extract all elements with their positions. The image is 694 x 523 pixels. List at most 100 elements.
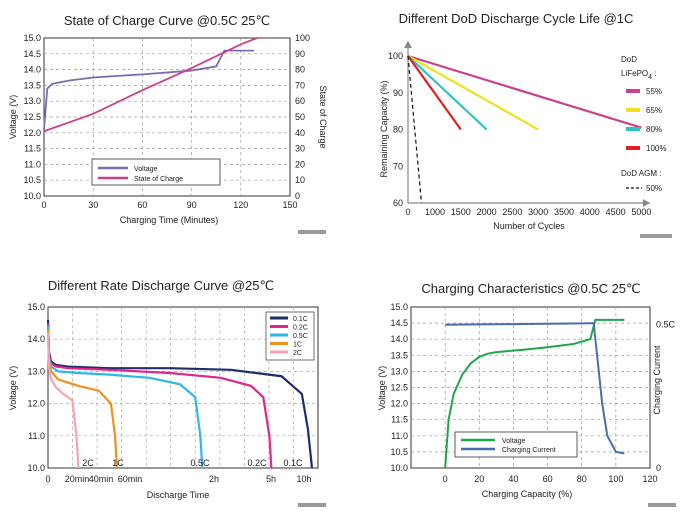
y-tick-label: 13.5 [23, 80, 41, 90]
rate-chart: Different Rate Discharge Curve @25℃ Disc… [8, 278, 319, 500]
x-tick-label: 2000 [477, 207, 497, 217]
scroll-mark [298, 503, 326, 507]
y-tick-label: 12.5 [390, 383, 408, 393]
legend-label: 1C [293, 342, 302, 349]
y-tick-label: 13.0 [27, 366, 45, 376]
x-tick-label: 1500 [451, 207, 471, 217]
y2-tick-label: 100 [295, 33, 310, 43]
legend-label: Voltage [502, 438, 525, 445]
x-tick-label: 10h [296, 474, 311, 484]
y-tick-label: 14.0 [23, 65, 41, 75]
soc-chart: State of Charge Curve @0.5C 25℃ Charging… [8, 13, 328, 225]
series-line-voltage [43, 49, 254, 130]
legend-box [91, 158, 221, 186]
y2-tick-label: 0.5C [656, 320, 676, 330]
series-line-80pct [407, 55, 488, 131]
x-axis-label: Charging Capacity (%) [482, 489, 573, 499]
legend-box [454, 431, 578, 458]
chart-title: Different DoD Discharge Cycle Life @1C [399, 11, 634, 26]
dod-chart: Different DoD Discharge Cycle Life @1C N… [379, 11, 666, 231]
x-axis-label: Discharge Time [147, 490, 210, 500]
x-tick-label: 30 [88, 200, 98, 210]
y-tick-label: 12.0 [390, 399, 408, 409]
y-axis-label: Voltage (V) [377, 366, 387, 411]
y2-tick-label: 0 [656, 463, 661, 473]
scroll-mark [648, 503, 676, 507]
legend-label: 0.2C [293, 325, 308, 332]
x-tick-label: 20min [65, 474, 90, 484]
x-tick-label: 0 [41, 200, 46, 210]
y2-tick-label: 0 [295, 191, 300, 201]
scroll-mark [298, 230, 326, 234]
x-tick-label: 40min [89, 474, 114, 484]
y-tick-label: 15.0 [390, 302, 408, 312]
legend-label: 0.5C [293, 333, 308, 340]
scroll-mark [640, 234, 672, 238]
y-tick-label: 10.0 [390, 463, 408, 473]
y-axis-label: Voltage (V) [8, 95, 18, 140]
y-tick-label: 11.5 [391, 415, 408, 425]
x-tick-label: 3500 [554, 207, 574, 217]
x-axis-label: Number of Cycles [493, 221, 565, 231]
chart-title: State of Charge Curve @0.5C 25℃ [64, 13, 270, 28]
y2-tick-label: 20 [295, 159, 305, 169]
x-tick-label: 0 [443, 474, 448, 484]
series-line-1C [46, 329, 119, 469]
x-tick-label: 90 [187, 200, 197, 210]
legend-label: 55% [646, 87, 662, 96]
series-line-65pct [407, 55, 539, 131]
x-tick-label: 60 [137, 200, 147, 210]
y2-axis-label: State of Charge [318, 85, 328, 148]
legend-label: 0.1C [293, 316, 308, 323]
y-tick-label: 100 [388, 51, 403, 61]
x-tick-label: 4500 [606, 207, 626, 217]
y-tick-label: 12.0 [23, 128, 41, 138]
y-tick-label: 11.0 [24, 159, 41, 169]
legend-label: 80% [646, 125, 662, 134]
y-axis-label: Voltage (V) [8, 366, 18, 411]
legend-label: 65% [646, 106, 662, 115]
x-tick-label: 2500 [502, 207, 522, 217]
y-tick-label: 10.0 [27, 463, 45, 473]
series-line-2C [46, 332, 80, 469]
series-line-100pct [407, 55, 462, 131]
curve-label: 0.1C [283, 458, 303, 468]
y-tick-label: 11.0 [28, 431, 45, 441]
legend-label: 100% [646, 144, 666, 153]
y-tick-label: 10.0 [23, 191, 41, 201]
y-tick-label: 12.5 [23, 112, 41, 122]
y-tick-label: 90 [393, 88, 403, 98]
y-tick-label: 14.0 [27, 334, 45, 344]
x-tick-label: 60 [543, 474, 553, 484]
y-tick-label: 15.0 [23, 33, 41, 43]
x-tick-label: 120 [642, 474, 657, 484]
y-tick-label: 12.0 [27, 399, 45, 409]
curve-label: 2C [82, 458, 94, 468]
y2-tick-label: 10 [295, 175, 305, 185]
y2-tick-label: 40 [295, 128, 305, 138]
x-tick-label: 4000 [580, 207, 600, 217]
x-tick-label: 100 [608, 474, 623, 484]
legend-title: DoD [621, 55, 637, 64]
x-tick-label: 150 [282, 200, 297, 210]
series-line-0p2C [46, 323, 273, 469]
legend-title: LiFePO4 : [621, 69, 656, 81]
y2-tick-label: 90 [295, 49, 305, 59]
y-tick-label: 80 [393, 125, 403, 135]
y2-tick-label: 60 [295, 96, 305, 106]
x-tick-label: 2h [209, 474, 219, 484]
legend-label: Charging Current [502, 447, 556, 454]
y2-tick-label: 30 [295, 144, 305, 154]
y-tick-label: 10.5 [23, 175, 41, 185]
legend-label: Voltage [134, 166, 157, 173]
x-tick-label: 1000 [425, 207, 445, 217]
curve-label: 0.2C [247, 458, 267, 468]
y-tick-label: 14.5 [390, 318, 408, 328]
x-tick-label: 20 [474, 474, 484, 484]
y-tick-label: 60 [393, 198, 403, 208]
y2-tick-label: 80 [295, 65, 305, 75]
curve-label: 1C [112, 458, 124, 468]
x-tick-label: 0 [405, 207, 410, 217]
y-tick-label: 10.5 [390, 447, 408, 457]
